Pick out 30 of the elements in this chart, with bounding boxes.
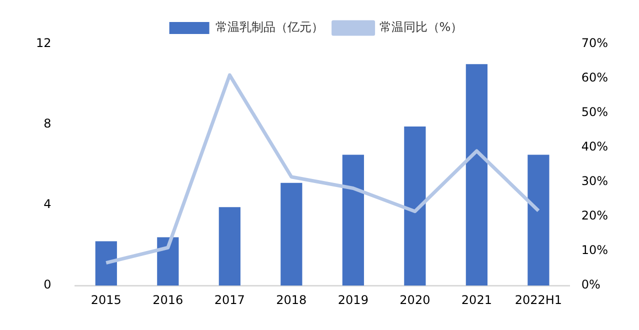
bar (466, 64, 488, 286)
legend-label: 常温乳制品（亿元） (215, 20, 324, 34)
y2-tick-label: 70% (581, 36, 608, 50)
y2-tick-label: 20% (581, 208, 608, 223)
bar (157, 237, 179, 286)
bar (404, 126, 426, 286)
y-tick-label: 0 (44, 278, 52, 292)
x-tick-label: 2020 (400, 292, 430, 307)
x-tick-label: 2015 (90, 292, 122, 307)
x-tick-label: 2018 (276, 292, 307, 307)
y-tick-label: 4 (44, 197, 52, 212)
y2-tick-label: 50% (581, 105, 608, 120)
bar (528, 154, 550, 286)
y-tick-label: 8 (44, 116, 52, 131)
bar (95, 241, 117, 286)
legend-label: 常温同比（%） (379, 20, 463, 34)
y-tick-label: 12 (36, 36, 52, 50)
x-tick-label: 2022H1 (514, 292, 562, 307)
y2-tick-label: 0% (581, 278, 600, 292)
x-tick-label: 2016 (152, 292, 184, 307)
x-tick-label: 2021 (461, 292, 492, 307)
bar (280, 182, 302, 286)
x-tick-label: 2017 (214, 292, 245, 307)
bar (342, 154, 364, 286)
y2-tick-label: 60% (581, 70, 608, 85)
y2-tick-label: 30% (581, 174, 608, 188)
x-tick-label: 2019 (338, 292, 368, 307)
bar (218, 207, 240, 286)
y2-tick-label: 10% (581, 243, 608, 258)
y2-tick-label: 40% (581, 140, 608, 154)
